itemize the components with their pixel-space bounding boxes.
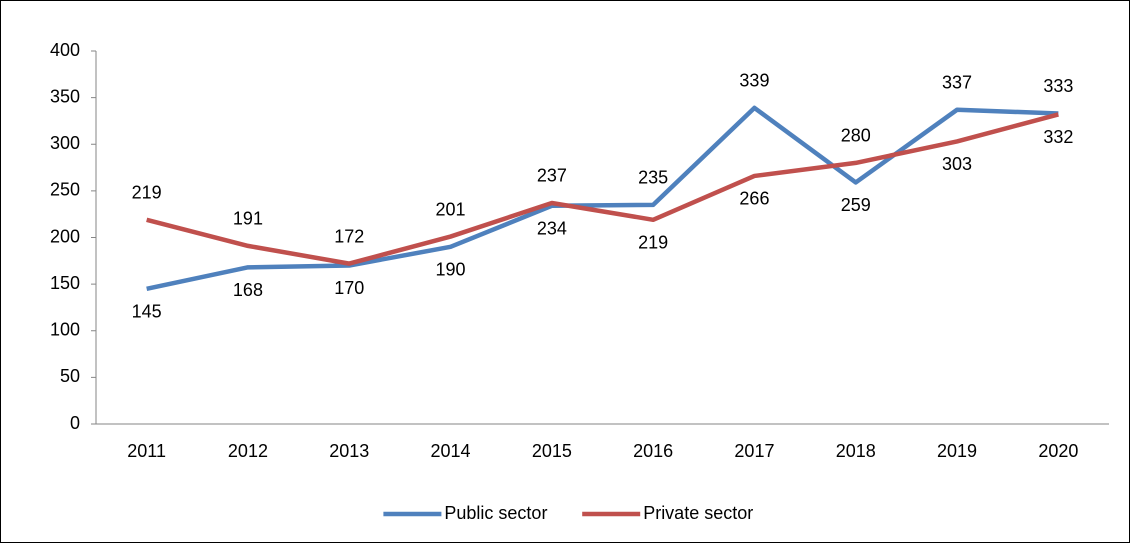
x-tick-label: 2013 <box>329 441 369 461</box>
legend-label: Private sector <box>643 503 753 523</box>
data-label: 234 <box>537 219 567 239</box>
data-label: 237 <box>537 166 567 186</box>
data-label: 172 <box>334 226 364 246</box>
data-label: 266 <box>739 189 769 209</box>
data-label: 219 <box>638 233 668 253</box>
y-tick-label: 50 <box>60 366 80 386</box>
data-label: 303 <box>942 154 972 174</box>
x-tick-label: 2016 <box>633 441 673 461</box>
x-tick-label: 2020 <box>1038 441 1078 461</box>
y-tick-label: 150 <box>50 273 80 293</box>
data-label: 332 <box>1043 127 1073 147</box>
x-tick-label: 2014 <box>431 441 471 461</box>
y-tick-label: 400 <box>50 40 80 60</box>
y-tick-label: 100 <box>50 320 80 340</box>
y-tick-label: 200 <box>50 226 80 246</box>
x-tick-label: 2018 <box>836 441 876 461</box>
data-label: 168 <box>233 280 263 300</box>
data-label: 280 <box>841 126 871 146</box>
data-label: 339 <box>739 71 769 91</box>
data-label: 190 <box>436 260 466 280</box>
y-tick-label: 0 <box>70 413 80 433</box>
x-tick-label: 2017 <box>734 441 774 461</box>
data-label: 337 <box>942 72 972 92</box>
x-tick-label: 2011 <box>127 441 166 461</box>
y-tick-label: 250 <box>50 180 80 200</box>
data-label: 219 <box>132 183 162 203</box>
data-label: 333 <box>1043 76 1073 96</box>
data-label: 191 <box>233 209 263 229</box>
series-line <box>146 112 1059 266</box>
data-label: 259 <box>841 195 871 215</box>
x-tick-label: 2019 <box>937 441 977 461</box>
y-tick-label: 300 <box>50 133 80 153</box>
x-tick-label: 2012 <box>228 441 268 461</box>
series-line <box>146 105 1059 291</box>
data-label: 201 <box>436 199 466 219</box>
data-label: 170 <box>334 278 364 298</box>
y-tick-label: 350 <box>50 86 80 106</box>
x-tick-label: 2015 <box>532 441 572 461</box>
data-label: 235 <box>638 168 668 188</box>
legend-label: Public sector <box>444 503 547 523</box>
data-label: 145 <box>132 302 162 322</box>
